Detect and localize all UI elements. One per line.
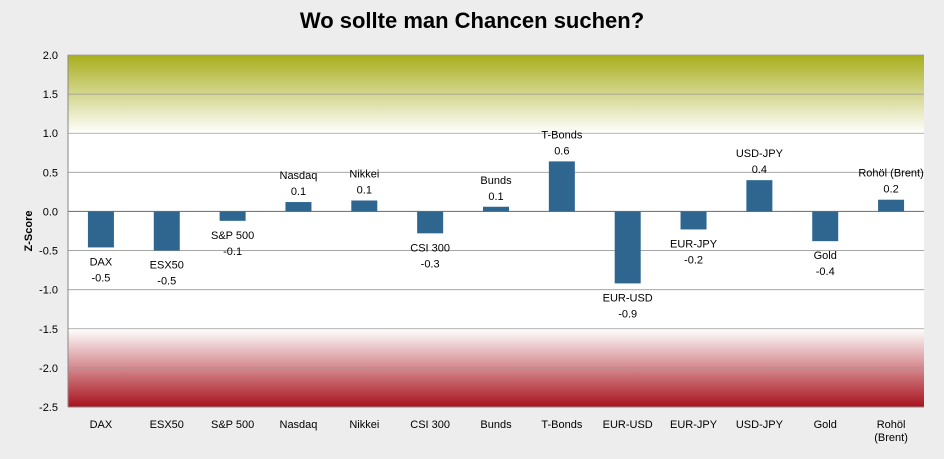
- bar: [351, 200, 378, 212]
- data-label-name: Gold: [814, 250, 837, 262]
- bar: [87, 211, 114, 248]
- data-label-name: CSI 300: [410, 242, 450, 254]
- data-label-value: -0.9: [618, 308, 637, 320]
- x-tick-label: DAX: [90, 419, 113, 431]
- data-label-name: Bunds: [480, 175, 512, 187]
- data-label-value: -0.3: [421, 258, 440, 270]
- bar: [746, 180, 773, 212]
- x-tick-label: Nasdaq: [280, 419, 318, 431]
- x-tick-label: Nikkei: [349, 419, 379, 431]
- data-label-name: DAX: [90, 256, 113, 268]
- data-label-value: -0.4: [816, 266, 835, 278]
- bar: [680, 211, 707, 230]
- x-tick-label: CSI 300: [410, 419, 450, 431]
- data-label-name: T-Bonds: [541, 129, 582, 141]
- y-tick-label: 1.0: [43, 128, 58, 140]
- y-tick-label: 1.5: [43, 89, 58, 101]
- y-tick-label: -2.5: [39, 402, 58, 414]
- y-axis-title: Z-Score: [23, 211, 35, 252]
- data-label-value: -0.5: [157, 276, 176, 288]
- bar: [219, 211, 246, 221]
- x-tick-label: Gold: [814, 419, 837, 431]
- data-label-name: EUR-USD: [603, 292, 653, 304]
- data-label-name: Nasdaq: [280, 170, 318, 182]
- data-label-name: USD-JPY: [736, 148, 784, 160]
- y-tick-label: -2.0: [39, 363, 58, 375]
- bar: [153, 211, 180, 251]
- y-tick-label: 2.0: [43, 50, 58, 62]
- data-label-value: 0.1: [357, 184, 372, 196]
- y-tick-label: -1.0: [39, 285, 58, 297]
- x-tick-label: Bunds: [480, 419, 512, 431]
- data-label-value: 0.4: [752, 164, 767, 176]
- data-label-value: 0.2: [883, 184, 898, 196]
- x-tick-label: EUR-USD: [603, 419, 653, 431]
- bar: [812, 211, 839, 242]
- x-tick-label: USD-JPY: [736, 419, 784, 431]
- data-label-name: EUR-JPY: [670, 238, 718, 250]
- data-label-value: -0.5: [91, 272, 110, 284]
- data-label-name: ESX50: [150, 260, 184, 272]
- y-tick-label: 0.5: [43, 167, 58, 179]
- data-label-value: 0.1: [488, 191, 503, 203]
- x-tick-label: EUR-JPY: [670, 419, 718, 431]
- y-tick-label: -1.5: [39, 324, 58, 336]
- bar: [878, 199, 905, 212]
- bar: [285, 202, 312, 212]
- bar: [417, 211, 444, 234]
- data-label-name: Rohöl (Brent): [858, 168, 923, 180]
- x-tick-label: S&P 500: [211, 419, 254, 431]
- data-label-name: S&P 500: [211, 230, 254, 242]
- x-tick-label: Rohöl: [877, 419, 906, 431]
- data-label-value: 0.6: [554, 145, 569, 157]
- x-tick-label: (Brent): [874, 432, 908, 444]
- data-label-value: 0.1: [291, 186, 306, 198]
- data-label-value: -0.2: [684, 254, 703, 266]
- chart-title: Wo sollte man Chancen suchen?: [299, 8, 645, 33]
- x-tick-label: ESX50: [150, 419, 184, 431]
- bar: [548, 161, 575, 212]
- data-label-name: Nikkei: [349, 168, 379, 180]
- data-label-value: -0.1: [223, 246, 242, 258]
- y-tick-label: -0.5: [39, 246, 58, 258]
- y-tick-label: 0.0: [43, 206, 58, 218]
- bar: [483, 206, 509, 212]
- x-tick-label: T-Bonds: [541, 419, 582, 431]
- bar: [614, 211, 641, 284]
